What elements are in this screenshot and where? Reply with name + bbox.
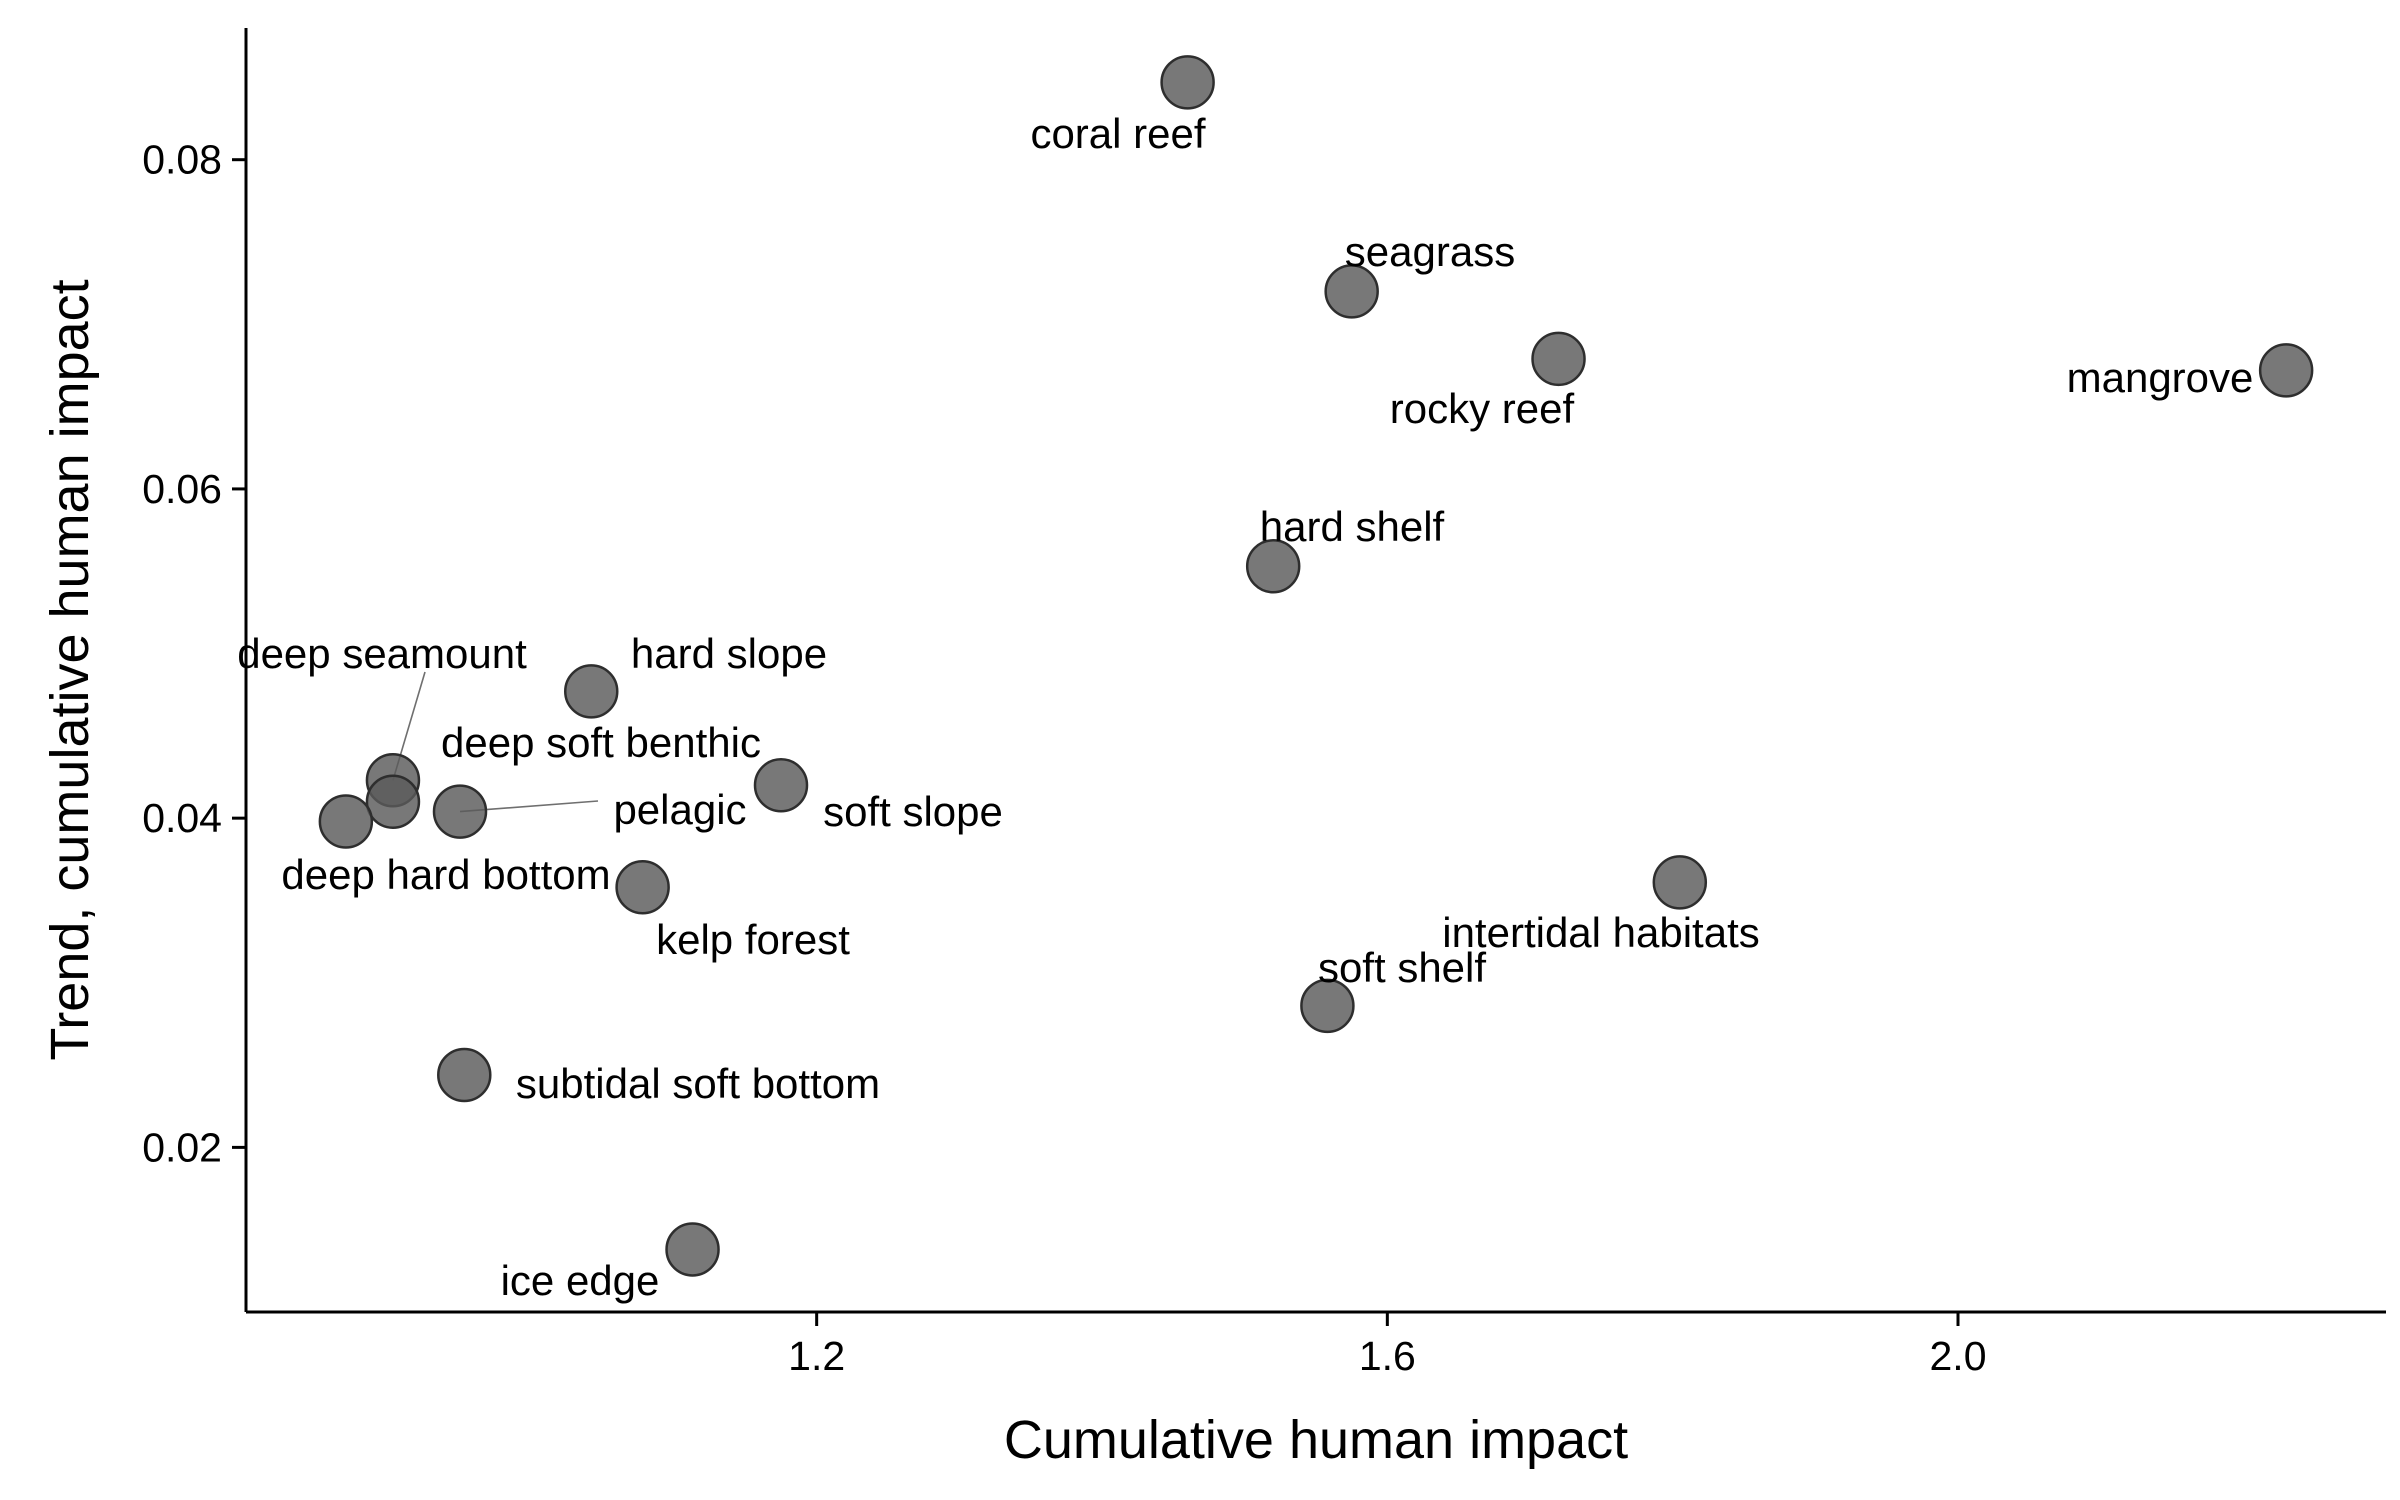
x-tick-label: 2.0 <box>1930 1333 1987 1379</box>
point-kelp-forest <box>615 860 670 915</box>
label-seagrass: seagrass <box>1345 228 1515 275</box>
point-deep-soft-benthic <box>365 774 421 829</box>
label-pelagic: pelagic <box>613 786 746 833</box>
point-intertidal-habitats <box>1652 855 1708 910</box>
label-coral-reef: coral reef <box>1030 110 1205 157</box>
label-deep-soft-benthic: deep soft benthic <box>441 719 761 766</box>
point-coral-reef <box>1160 55 1215 110</box>
y-tick-label: 0.04 <box>142 795 222 841</box>
point-rocky-reef <box>1531 331 1586 387</box>
point-labels: coral reef seagrass rocky reef mangrove hard… <box>237 110 2253 1304</box>
label-soft-slope: soft slope <box>823 788 1003 835</box>
x-tick-label: 1.2 <box>788 1333 845 1379</box>
x-axis-title: Cumulative human impact <box>1004 1410 1628 1470</box>
label-deep-hard-bottom: deep hard bottom <box>281 851 610 898</box>
point-soft-slope <box>753 757 809 813</box>
y-axis-title: Trend, cumulative human impact <box>40 279 100 1060</box>
y-tick-label: 0.02 <box>142 1124 222 1170</box>
plot-area: 1.2 1.6 2.0 0.02 0.04 0.06 0.08 coral reef sea… <box>142 28 2386 1379</box>
label-rocky-reef: rocky reef <box>1390 385 1575 432</box>
label-kelp-forest: kelp forest <box>656 916 850 963</box>
point-mangrove <box>2258 343 2314 398</box>
point-seagrass <box>1324 264 1379 319</box>
point-ice-edge <box>665 1222 720 1277</box>
point-hard-shelf <box>1245 539 1301 594</box>
point-deep-hard-bottom <box>318 794 374 849</box>
point-pelagic <box>432 784 488 839</box>
y-ticks: 0.02 0.04 0.06 0.08 <box>142 137 246 1170</box>
point-subtidal-soft-bottom <box>437 1047 492 1103</box>
x-ticks: 1.2 1.6 2.0 <box>788 1312 1987 1379</box>
label-mangrove: mangrove <box>2067 354 2254 401</box>
label-soft-shelf: soft shelf <box>1318 944 1486 991</box>
data-points <box>318 55 2314 1277</box>
y-tick-label: 0.06 <box>142 466 222 512</box>
label-deep-seamount: deep seamount <box>237 630 527 677</box>
label-ice-edge: ice edge <box>501 1257 660 1304</box>
y-tick-label: 0.08 <box>142 137 222 183</box>
point-soft-shelf <box>1300 978 1355 1034</box>
label-subtidal-soft-bottom: subtidal soft bottom <box>516 1060 880 1107</box>
point-hard-slope <box>564 664 619 719</box>
label-intertidal-habitats: intertidal habitats <box>1442 909 1760 956</box>
label-hard-slope: hard slope <box>631 630 827 677</box>
x-tick-label: 1.6 <box>1359 1333 1416 1379</box>
label-hard-shelf: hard shelf <box>1260 503 1445 550</box>
